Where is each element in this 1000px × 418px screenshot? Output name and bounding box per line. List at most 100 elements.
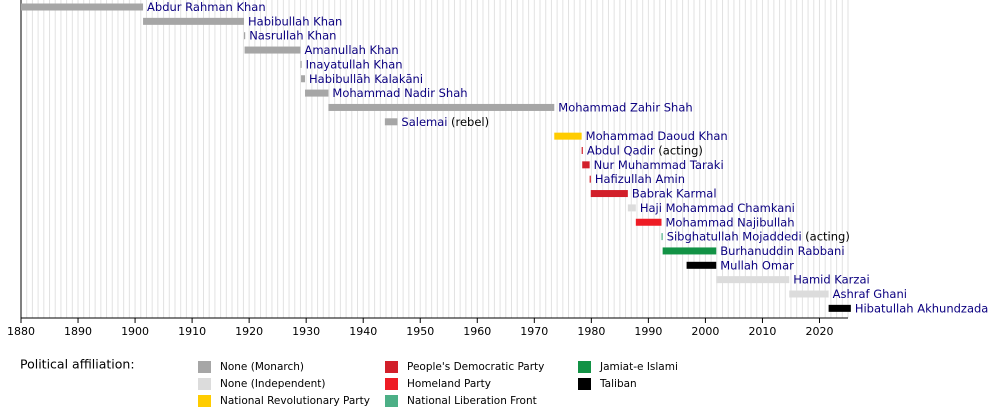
legend-label: National Liberation Front xyxy=(407,395,537,407)
x-tick-label: 2020 xyxy=(805,325,833,338)
ruler-name[interactable]: Burhanuddin Rabbani xyxy=(720,243,844,257)
ruler-label: Mohammad Nadir Shah xyxy=(332,86,467,100)
ruler-name[interactable]: Mohammad Zahir Shah xyxy=(558,100,692,114)
legend-swatch xyxy=(578,361,591,373)
x-tick-label: 1940 xyxy=(349,325,377,338)
ruler-label: Mullah Omar xyxy=(720,258,794,272)
ruler-name[interactable]: Haji Mohammad Chamkani xyxy=(640,200,795,214)
ruler-note: (rebel) xyxy=(451,114,489,128)
ruler-label: Hibatullah Akhundzada xyxy=(855,301,989,315)
grid: 1880 1890 1900 1910 1920 1930 1940 1950 1960 1970… xyxy=(7,0,849,338)
x-tick-label: 1880 xyxy=(7,325,35,338)
x-tick-label: 1990 xyxy=(634,325,662,338)
legend-swatch xyxy=(385,361,398,373)
ruler-label: Sibghatullah Mojaddedi (acting) xyxy=(667,229,850,243)
x-tick-label: 1910 xyxy=(178,325,206,338)
x-tick-label: 1950 xyxy=(406,325,434,338)
reign-bar xyxy=(301,75,306,83)
ruler-name[interactable]: Hibatullah Akhundzada xyxy=(855,301,989,315)
legend-label: None (Independent) xyxy=(220,378,325,390)
ruler-note: (acting) xyxy=(658,143,703,157)
reign-bar xyxy=(627,204,636,212)
x-tick-label: 1960 xyxy=(463,325,491,338)
ruler-label: Salemai (rebel) xyxy=(401,114,489,128)
legend-label: Homeland Party xyxy=(407,378,491,390)
ruler-name[interactable]: Amanullah Khan xyxy=(304,43,398,57)
legend-label: National Revolutionary Party xyxy=(220,395,370,407)
ruler-name[interactable]: Hamid Karzai xyxy=(793,272,869,286)
ruler-label: Nasrullah Khan xyxy=(249,28,336,42)
reign-bar xyxy=(244,32,246,40)
reign-bar xyxy=(305,89,329,97)
ruler-name[interactable]: Abdur Rahman Khan xyxy=(147,0,266,14)
reign-bar xyxy=(21,3,144,11)
reign-bar xyxy=(143,17,245,25)
ruler-name[interactable]: Habibullah Khan xyxy=(248,14,342,28)
ruler-name[interactable]: Mohammad Najibullah xyxy=(665,215,794,229)
legend-swatch xyxy=(198,361,211,373)
ruler-label: Habibullah Khan xyxy=(248,14,342,28)
x-tick-label: 1980 xyxy=(577,325,605,338)
ruler-name[interactable]: Abdul Qadir xyxy=(587,143,655,157)
ruler-label: Nur Muhammad Taraki xyxy=(594,157,724,171)
legend-label: None (Monarch) xyxy=(220,361,304,373)
reign-bar xyxy=(300,60,302,68)
reign-bar xyxy=(716,276,790,284)
reign-bar xyxy=(789,290,829,298)
ruler-label: Mohammad Najibullah xyxy=(665,215,794,229)
ruler-note: (acting) xyxy=(805,229,850,243)
legend-title: Political affiliation: xyxy=(20,357,135,372)
reign-bar xyxy=(589,175,591,183)
legend-label: People's Democratic Party xyxy=(407,361,544,373)
ruler-label: Babrak Karmal xyxy=(632,186,717,200)
reign-bar xyxy=(244,46,301,54)
x-tick-label: 1890 xyxy=(64,325,92,338)
reign-bar xyxy=(328,103,555,111)
x-tick-label: 1970 xyxy=(520,325,548,338)
x-tick-label: 1930 xyxy=(292,325,320,338)
legend-swatch xyxy=(198,395,211,407)
ruler-label: Burhanuddin Rabbani xyxy=(720,243,844,257)
reign-bar xyxy=(828,304,851,312)
x-tick-label: 2000 xyxy=(691,325,719,338)
ruler-name[interactable]: Mohammad Nadir Shah xyxy=(332,86,467,100)
legend-swatch xyxy=(198,378,211,390)
ruler-name[interactable]: Nasrullah Khan xyxy=(249,28,336,42)
reign-bar xyxy=(590,190,628,198)
ruler-name[interactable]: Hafizullah Amin xyxy=(595,172,685,186)
legend-label: Jamiat-e Islami xyxy=(599,361,678,373)
reign-bar xyxy=(554,132,582,140)
ruler-label: Ashraf Ghani xyxy=(833,287,907,301)
ruler-label: Abdul Qadir (acting) xyxy=(587,143,703,157)
ruler-label: Haji Mohammad Chamkani xyxy=(640,200,795,214)
legend-swatch xyxy=(385,378,398,390)
ruler-label: Mohammad Daoud Khan xyxy=(586,129,728,143)
x-tick-label: 1900 xyxy=(121,325,149,338)
ruler-name[interactable]: Mullah Omar xyxy=(720,258,794,272)
reign-bar xyxy=(661,233,663,241)
legend-swatch xyxy=(385,395,398,407)
ruler-name[interactable]: Salemai xyxy=(401,114,447,128)
legend-label: Taliban xyxy=(599,378,637,390)
ruler-name[interactable]: Ashraf Ghani xyxy=(833,287,907,301)
ruler-label: Inayatullah Khan xyxy=(306,57,403,71)
ruler-name[interactable]: Habibullāh Kalakāni xyxy=(309,71,423,85)
reign-bar xyxy=(662,247,717,255)
ruler-name[interactable]: Inayatullah Khan xyxy=(306,57,403,71)
reign-bar xyxy=(581,147,583,154)
ruler-name[interactable]: Babrak Karmal xyxy=(632,186,717,200)
reign-bar xyxy=(686,261,717,269)
ruler-label: Amanullah Khan xyxy=(304,43,398,57)
ruler-name[interactable]: Nur Muhammad Taraki xyxy=(594,157,724,171)
legend-swatch xyxy=(578,378,591,390)
x-tick-label: 1920 xyxy=(235,325,263,338)
reign-bar xyxy=(635,218,662,226)
ruler-label: Hamid Karzai xyxy=(793,272,869,286)
ruler-name[interactable]: Mohammad Daoud Khan xyxy=(586,129,728,143)
ruler-label: Abdur Rahman Khan xyxy=(147,0,266,14)
ruler-label: Mohammad Zahir Shah xyxy=(558,100,692,114)
x-tick-label: 2010 xyxy=(748,325,776,338)
ruler-name[interactable]: Sibghatullah Mojaddedi xyxy=(667,229,802,243)
reign-bar xyxy=(582,161,590,169)
